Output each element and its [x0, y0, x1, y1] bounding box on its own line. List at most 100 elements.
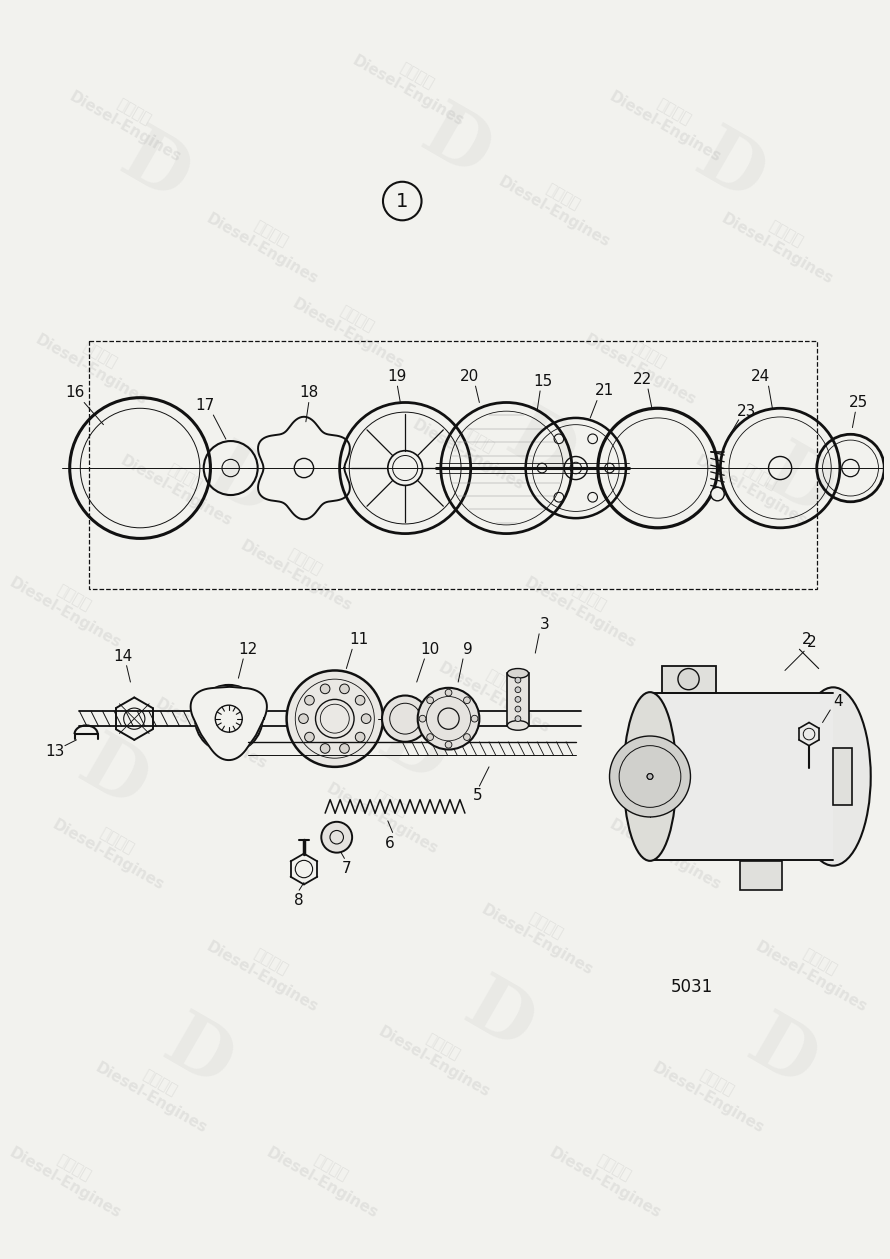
Text: 紫发动力
Diesel-Engines: 紫发动力 Diesel-Engines: [409, 402, 535, 494]
Circle shape: [382, 695, 428, 742]
Circle shape: [464, 697, 470, 704]
Circle shape: [515, 677, 521, 682]
Text: 25: 25: [848, 395, 868, 410]
Ellipse shape: [624, 692, 676, 861]
Text: 紫发动力
Diesel-Engines: 紫发动力 Diesel-Engines: [496, 159, 621, 251]
Text: 紫发动力
Diesel-Engines: 紫发动力 Diesel-Engines: [753, 924, 878, 1015]
Text: 紫发动力
Diesel-Engines: 紫发动力 Diesel-Engines: [546, 1131, 673, 1221]
Text: 紫发动力
Diesel-Engines: 紫发动力 Diesel-Engines: [522, 559, 647, 651]
Bar: [650, 692, 833, 861]
Text: 2: 2: [802, 632, 812, 647]
Text: D: D: [751, 436, 846, 533]
Text: 6: 6: [384, 836, 394, 851]
Circle shape: [304, 695, 314, 705]
Text: D: D: [648, 726, 743, 823]
Text: 紫发动力
Diesel-Engines: 紫发动力 Diesel-Engines: [350, 38, 475, 128]
Polygon shape: [258, 417, 350, 519]
Text: D: D: [683, 120, 777, 217]
Text: 紫发动力
Diesel-Engines: 紫发动力 Diesel-Engines: [49, 802, 175, 894]
Text: 紫发动力
Diesel-Engines: 紫发动力 Diesel-Engines: [478, 888, 604, 978]
Text: 紫发动力
Diesel-Engines: 紫发动力 Diesel-Engines: [67, 74, 192, 165]
Text: 22: 22: [633, 371, 651, 387]
Circle shape: [299, 714, 308, 724]
Text: 19: 19: [388, 369, 407, 384]
Text: D: D: [108, 120, 202, 217]
Circle shape: [287, 671, 383, 767]
Text: 紫发动力
Diesel-Engines: 紫发动力 Diesel-Engines: [93, 1045, 218, 1137]
Text: 紫发动力
Diesel-Engines: 紫发动力 Diesel-Engines: [581, 317, 707, 408]
Text: 8: 8: [295, 894, 304, 908]
Polygon shape: [190, 687, 267, 760]
Text: 紫发动力
Diesel-Engines: 紫发动力 Diesel-Engines: [607, 74, 732, 165]
Text: D: D: [65, 726, 159, 823]
Circle shape: [304, 733, 314, 742]
Text: 紫发动力
Diesel-Engines: 紫发动力 Diesel-Engines: [6, 1131, 132, 1221]
Text: 紫发动力
Diesel-Engines: 紫发动力 Diesel-Engines: [204, 195, 329, 287]
Text: 3: 3: [540, 617, 550, 632]
Text: 12: 12: [239, 642, 258, 657]
Circle shape: [340, 744, 349, 753]
Text: 17: 17: [195, 398, 214, 413]
Text: 13: 13: [45, 744, 65, 759]
Circle shape: [419, 715, 426, 723]
Text: 11: 11: [349, 632, 368, 647]
Text: 18: 18: [299, 385, 319, 400]
Text: D: D: [193, 436, 288, 533]
Circle shape: [464, 734, 470, 740]
Text: 21: 21: [595, 384, 614, 398]
Text: 10: 10: [421, 642, 440, 657]
Circle shape: [321, 822, 352, 852]
Text: 紫发动力
Diesel-Engines: 紫发动力 Diesel-Engines: [118, 438, 244, 530]
Text: D: D: [365, 703, 459, 799]
Bar: [833, 748, 853, 806]
Circle shape: [445, 689, 452, 696]
Text: 23: 23: [737, 404, 756, 419]
Circle shape: [647, 773, 653, 779]
Text: 紫发动力
Diesel-Engines: 紫发动力 Diesel-Engines: [204, 924, 329, 1015]
Circle shape: [515, 687, 521, 692]
Circle shape: [427, 734, 433, 740]
Circle shape: [515, 696, 521, 703]
Ellipse shape: [507, 669, 529, 679]
Circle shape: [361, 714, 371, 724]
Text: D: D: [494, 399, 588, 496]
Text: 20: 20: [460, 369, 480, 384]
Text: 5031: 5031: [670, 978, 713, 996]
Text: 2: 2: [807, 635, 817, 650]
Text: D: D: [451, 969, 546, 1066]
Text: 9: 9: [463, 642, 473, 657]
Circle shape: [647, 773, 653, 779]
Ellipse shape: [507, 720, 529, 730]
Text: 紫发动力
Diesel-Engines: 紫发动力 Diesel-Engines: [435, 645, 561, 735]
Text: 紫发动力
Diesel-Engines: 紫发动力 Diesel-Engines: [238, 524, 364, 614]
Circle shape: [195, 685, 263, 753]
Text: 14: 14: [113, 648, 133, 663]
Circle shape: [445, 742, 452, 748]
Circle shape: [340, 684, 349, 694]
Text: 24: 24: [751, 369, 771, 384]
Circle shape: [355, 733, 365, 742]
Text: 紫发动力
Diesel-Engines: 紫发动力 Diesel-Engines: [289, 281, 415, 371]
Bar: [740, 861, 782, 890]
Bar: [661, 666, 716, 692]
Text: 7: 7: [342, 861, 352, 875]
Circle shape: [355, 695, 365, 705]
Text: 紫发动力
Diesel-Engines: 紫发动力 Diesel-Engines: [152, 681, 278, 772]
Ellipse shape: [796, 687, 870, 866]
Circle shape: [320, 744, 330, 753]
Text: 紫发动力
Diesel-Engines: 紫发动力 Diesel-Engines: [607, 802, 732, 894]
Circle shape: [515, 706, 521, 711]
Circle shape: [515, 716, 521, 721]
Text: 紫发动力
Diesel-Engines: 紫发动力 Diesel-Engines: [718, 681, 844, 772]
Text: 紫发动力
Diesel-Engines: 紫发动力 Diesel-Engines: [376, 1008, 501, 1100]
Circle shape: [427, 697, 433, 704]
Text: 紫发动力
Diesel-Engines: 紫发动力 Diesel-Engines: [692, 438, 819, 530]
Text: 1: 1: [396, 191, 409, 210]
Circle shape: [320, 684, 330, 694]
Circle shape: [471, 715, 478, 723]
Circle shape: [711, 487, 724, 501]
Text: 紫发动力
Diesel-Engines: 紫发动力 Diesel-Engines: [324, 765, 449, 857]
Text: 紫发动力
Diesel-Engines: 紫发动力 Diesel-Engines: [32, 317, 158, 408]
Text: 5: 5: [473, 788, 482, 803]
Text: 15: 15: [533, 374, 553, 389]
